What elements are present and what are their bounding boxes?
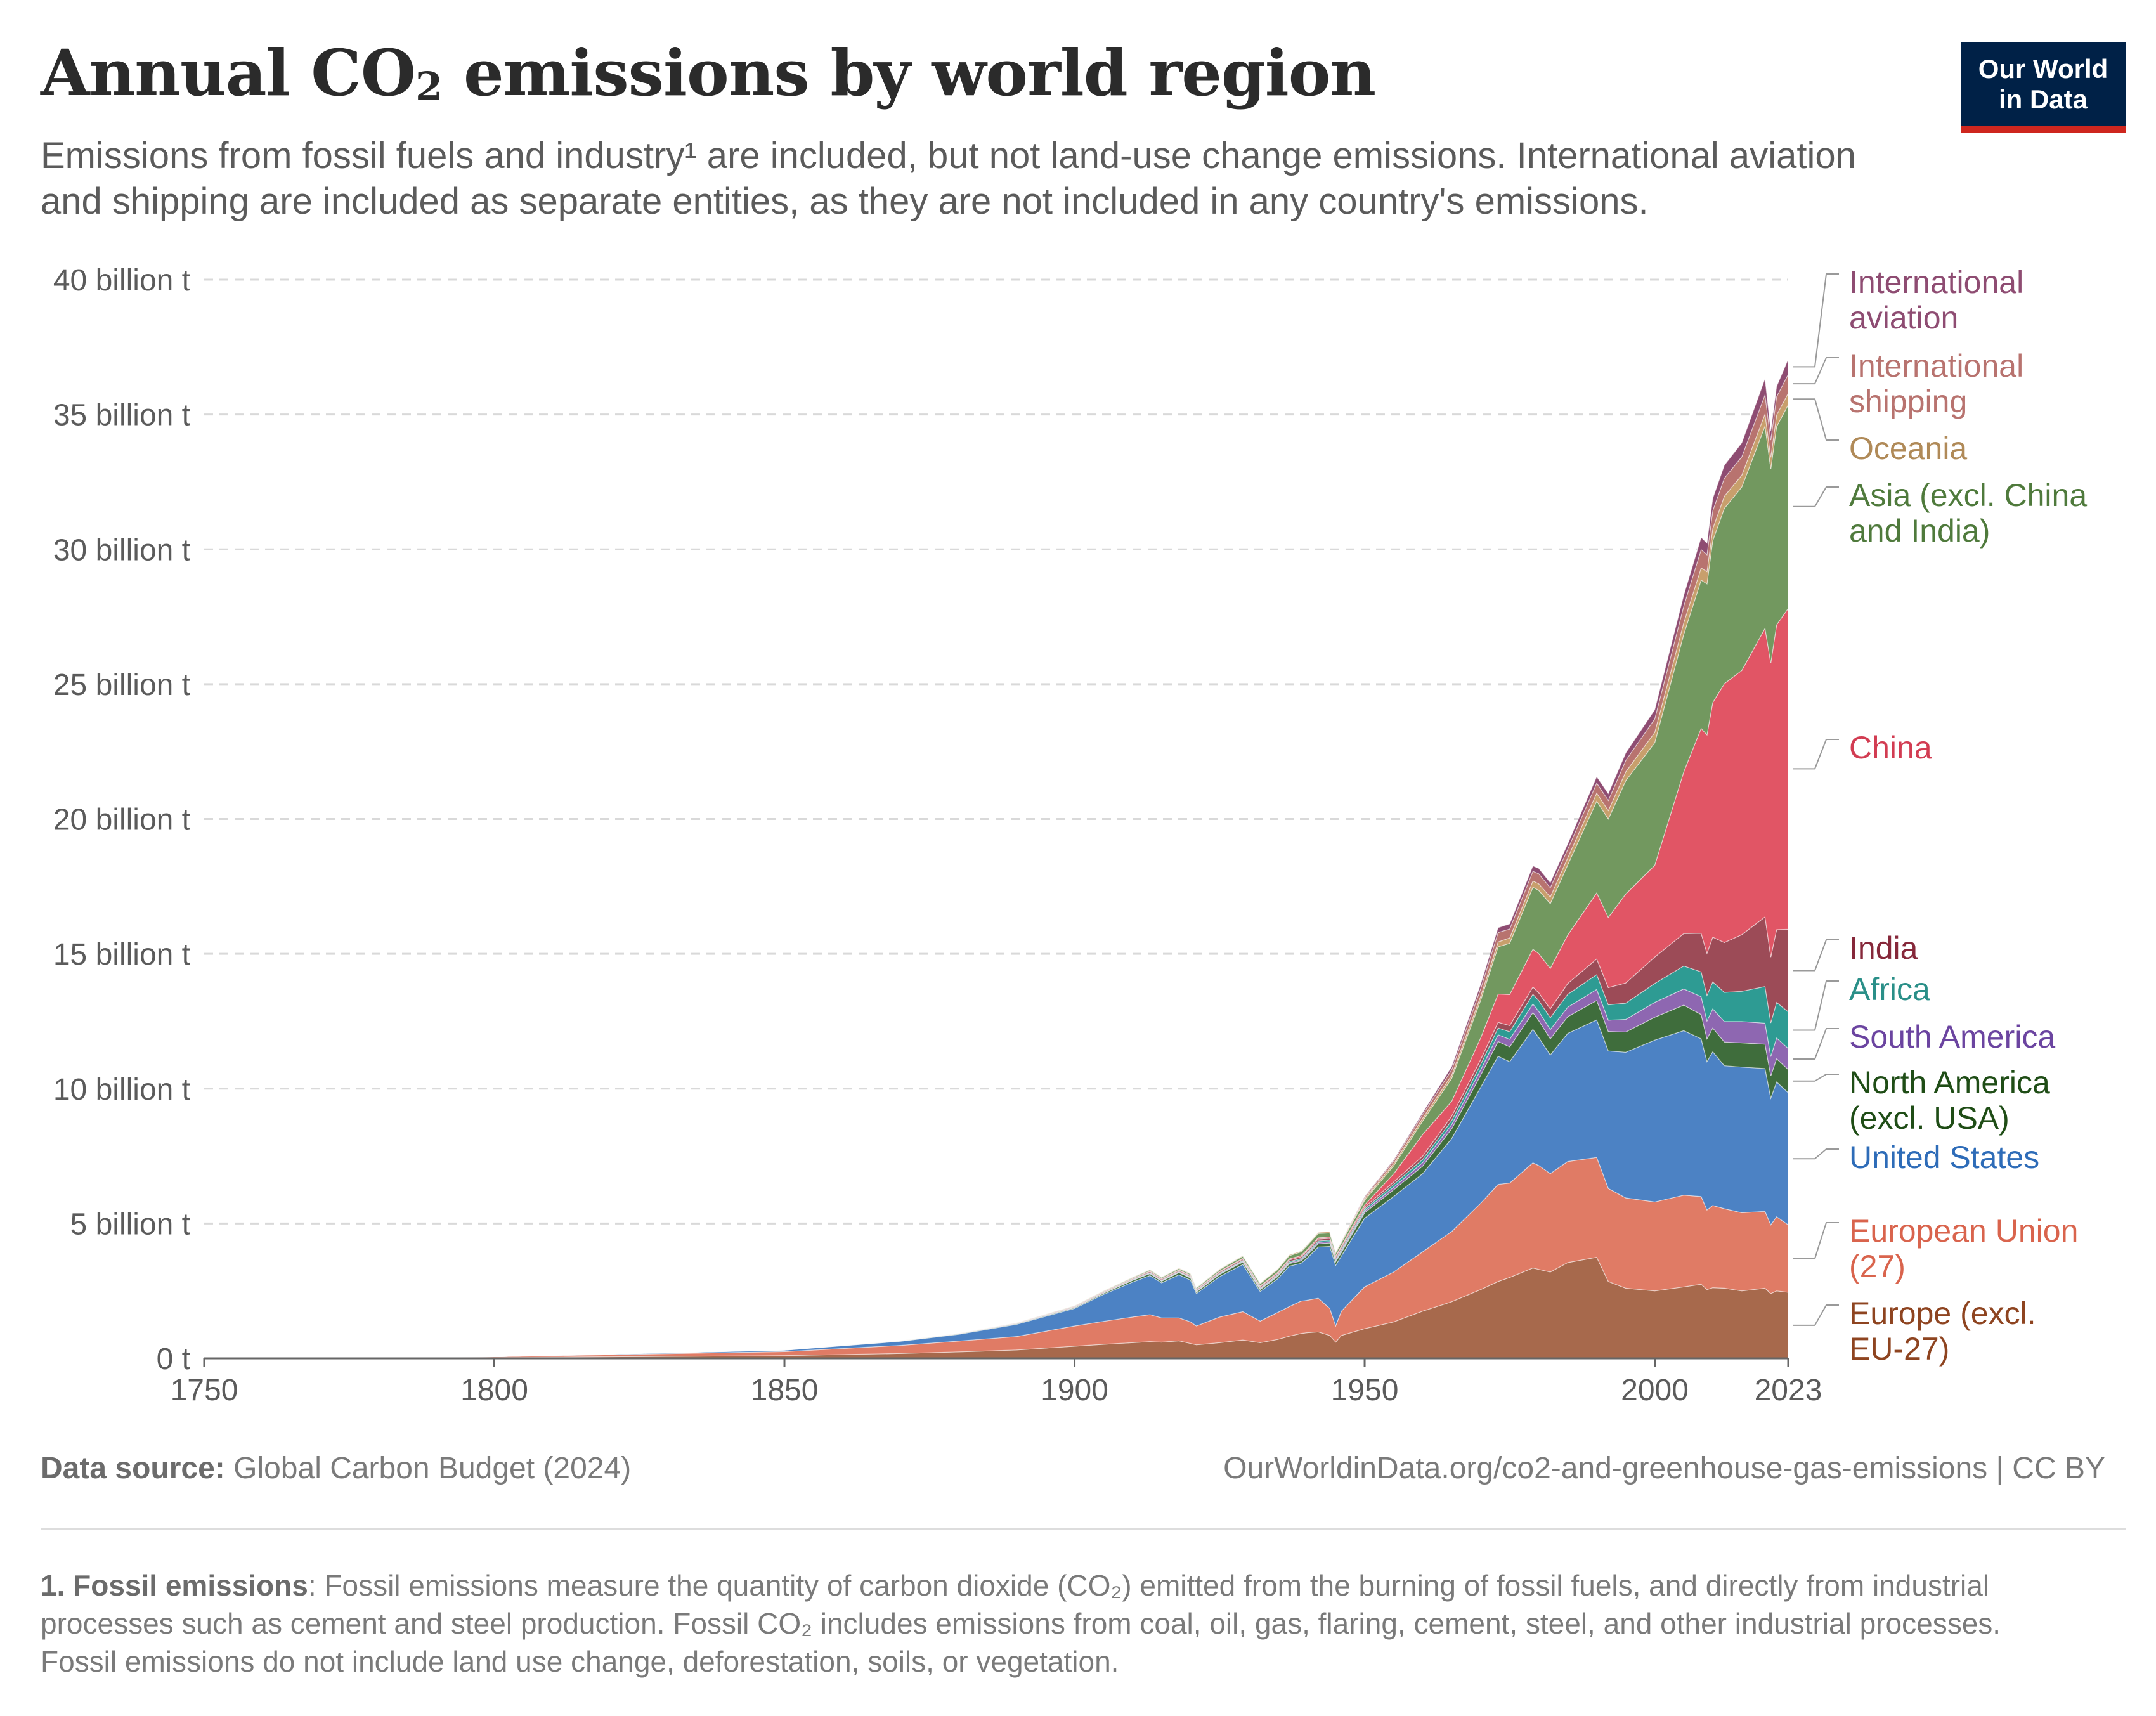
- logo-line-2: in Data: [1998, 84, 2088, 114]
- label-connector: [1793, 398, 1839, 441]
- stacked-area-chart: 0 t 5 billion t 10 billion t 15 billion t 20…: [53, 264, 2087, 1407]
- legend-label-north-america-excl-usa-: (excl. USA): [1849, 1100, 2010, 1136]
- x-tick-label: 1850: [751, 1374, 819, 1407]
- legend-label-africa: Africa: [1849, 972, 1930, 1007]
- label-connector: [1793, 1148, 1839, 1160]
- legend-label-united-states: United States: [1849, 1140, 2039, 1175]
- x-tick-label: 1750: [171, 1374, 238, 1407]
- legend-label-asia-excl-china-and-india-: Asia (excl. China: [1849, 478, 2087, 513]
- y-tick-label: 30 billion t: [53, 533, 190, 567]
- x-tick-label: 2000: [1621, 1374, 1689, 1407]
- label-connector: [1793, 1028, 1839, 1060]
- area-series: [204, 359, 1789, 1359]
- x-tick-label: 1900: [1041, 1374, 1108, 1407]
- x-tick-label: 1800: [460, 1374, 528, 1407]
- legend-label-oceania: Oceania: [1849, 431, 1967, 466]
- label-connector: [1793, 739, 1839, 770]
- y-tick-label: 15 billion t: [53, 938, 190, 972]
- owid-logo[interactable]: Our World in Data: [1961, 42, 2126, 133]
- legend-label-international-aviation: International: [1849, 264, 2023, 300]
- legend-label-international-shipping: shipping: [1849, 384, 1967, 419]
- footnote: 1. Fossil emissions: Fossil emissions me…: [41, 1569, 2001, 1678]
- legend-labels: InternationalaviationInternationalshippi…: [1793, 264, 2087, 1367]
- legend-label-international-shipping: International: [1849, 348, 2023, 384]
- label-connector: [1793, 1222, 1839, 1259]
- y-tick-label: 10 billion t: [53, 1073, 190, 1107]
- legend-label-europe-excl-eu-27-: EU-27): [1849, 1331, 1949, 1367]
- label-connector: [1793, 939, 1839, 972]
- legend-label-european-union-27-: European Union: [1849, 1213, 2078, 1249]
- legend-label-north-america-excl-usa-: North America: [1849, 1065, 2050, 1100]
- chart-title: Annual CO2 emissions by world region: [41, 36, 1376, 110]
- area-international-aviation: [204, 359, 1789, 1359]
- label-connector: [1793, 486, 1839, 507]
- label-connector: [1793, 1074, 1839, 1082]
- label-connector: [1793, 273, 1839, 368]
- legend-label-european-union-27-: (27): [1849, 1249, 1906, 1284]
- legend-label-international-aviation: aviation: [1849, 300, 1958, 335]
- grid-lines: [204, 278, 1788, 1225]
- y-tick-label: 20 billion t: [53, 803, 190, 837]
- label-connector: [1793, 357, 1839, 385]
- x-tick-label: 2023: [1755, 1374, 1822, 1407]
- y-tick-label: 5 billion t: [70, 1207, 190, 1241]
- legend-label-china: China: [1849, 730, 1932, 765]
- y-tick-label: 0 t: [157, 1342, 190, 1376]
- legend-label-south-america: South America: [1849, 1019, 2055, 1055]
- y-tick-label: 25 billion t: [53, 668, 190, 702]
- chart-subtitle: Emissions from fossil fuels and industry…: [41, 135, 1856, 222]
- data-source: Data source: Global Carbon Budget (2024): [41, 1452, 632, 1485]
- footer-divider: [41, 1528, 2126, 1530]
- x-tick-label: 1950: [1331, 1374, 1399, 1407]
- y-tick-label: 40 billion t: [53, 264, 190, 297]
- label-connector: [1793, 980, 1839, 1031]
- label-connector: [1793, 1304, 1839, 1326]
- y-tick-label: 35 billion t: [53, 399, 190, 432]
- logo-accent-bar: [1961, 126, 2126, 133]
- legend-label-europe-excl-eu-27-: Europe (excl.: [1849, 1296, 2036, 1331]
- source-url-link[interactable]: OurWorldinData.org/co2-and-greenhouse-ga…: [1223, 1452, 2105, 1485]
- legend-label-india: India: [1849, 930, 1918, 966]
- logo-line-1: Our World: [1978, 54, 2108, 84]
- legend-label-asia-excl-china-and-india-: and India): [1849, 513, 1990, 549]
- axes: 0 t 5 billion t 10 billion t 15 billion t 20…: [53, 264, 1822, 1407]
